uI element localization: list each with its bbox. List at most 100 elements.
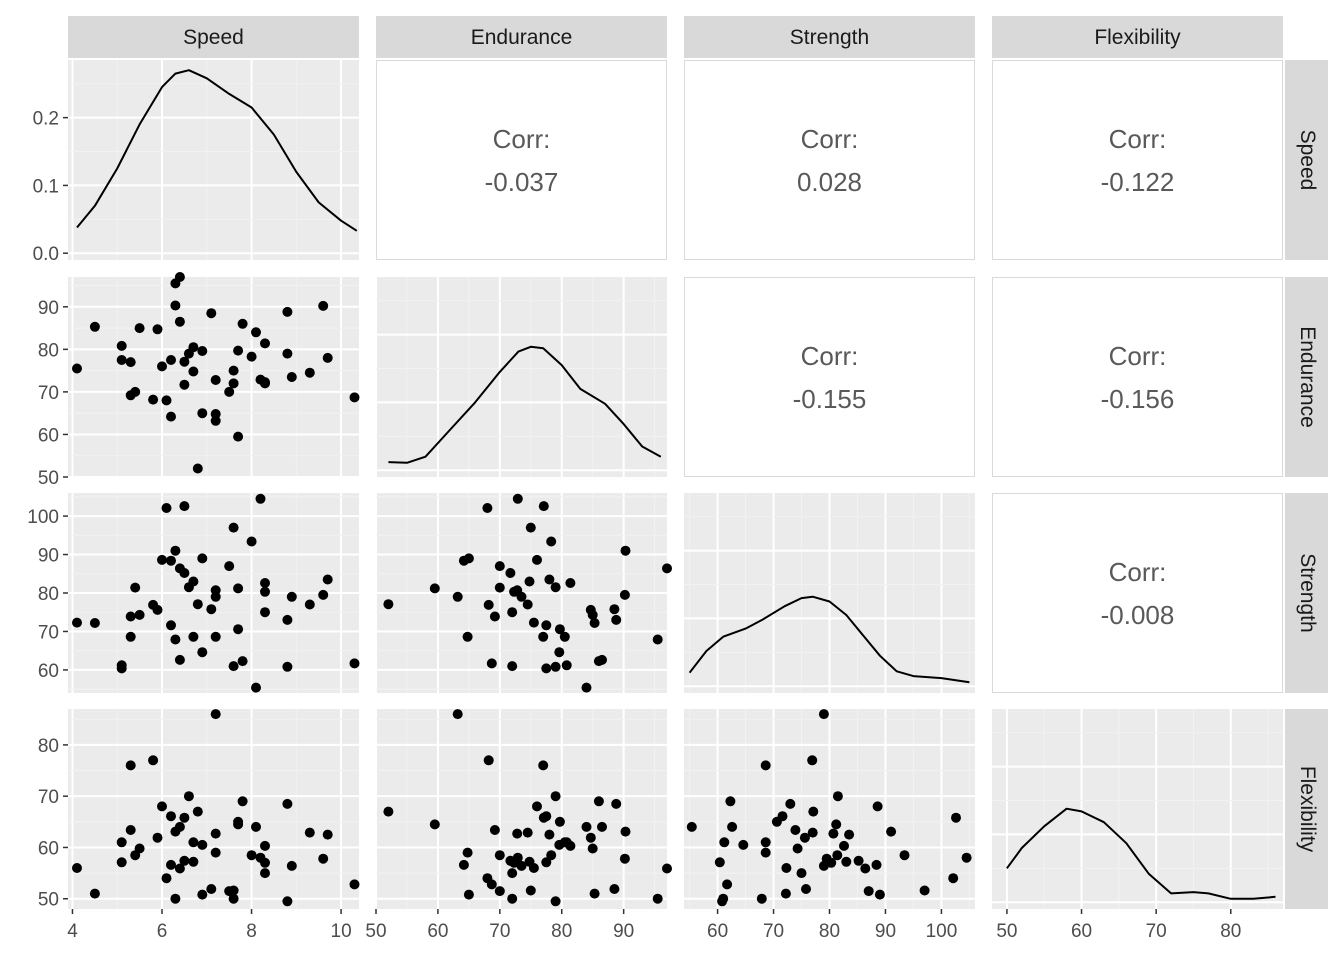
corr-panel-bg xyxy=(376,60,667,260)
data-point xyxy=(463,553,474,564)
data-point xyxy=(237,656,248,667)
data-point xyxy=(832,791,843,802)
data-point xyxy=(179,855,190,866)
data-point xyxy=(756,893,767,904)
x-tick-label: 80 xyxy=(1220,921,1241,942)
data-point xyxy=(116,857,127,868)
data-point xyxy=(233,583,244,594)
data-point xyxy=(554,647,565,658)
y-tick-label: 70 xyxy=(38,383,59,404)
data-point xyxy=(134,609,145,620)
data-point xyxy=(282,306,293,317)
data-point xyxy=(525,885,536,896)
y-tick-label: 50 xyxy=(38,468,59,489)
data-point xyxy=(796,868,807,879)
data-point xyxy=(792,843,803,854)
panel-flexibility-flexibility xyxy=(992,709,1283,909)
y-tick-label: 90 xyxy=(38,298,59,319)
data-point xyxy=(832,850,843,861)
data-point xyxy=(157,801,167,812)
data-point xyxy=(565,578,576,588)
data-point xyxy=(863,886,874,897)
data-point xyxy=(507,868,518,879)
data-point xyxy=(550,582,561,593)
data-point xyxy=(192,599,203,610)
data-point xyxy=(714,857,725,868)
data-point xyxy=(831,819,842,830)
strip-right-strength xyxy=(1285,493,1328,693)
scatter-panel-bg xyxy=(68,709,359,909)
data-point xyxy=(233,819,244,830)
data-point xyxy=(452,591,463,602)
data-point xyxy=(166,355,176,365)
data-point xyxy=(179,812,190,823)
data-point xyxy=(125,825,136,835)
data-point xyxy=(286,372,297,382)
data-point xyxy=(760,837,771,848)
data-point xyxy=(282,661,293,672)
data-point xyxy=(166,859,176,870)
data-point xyxy=(725,796,736,807)
corr-value: -0.122 xyxy=(1101,167,1175,197)
data-point xyxy=(844,829,855,840)
data-point xyxy=(260,607,270,618)
density-panel-bg xyxy=(376,277,667,477)
data-point xyxy=(507,607,518,618)
data-point xyxy=(585,604,596,615)
data-point xyxy=(260,377,270,388)
corr-label: Corr: xyxy=(1109,557,1167,587)
data-point xyxy=(538,501,549,512)
data-point xyxy=(260,586,270,597)
strip-row-label-endurance: Endurance xyxy=(1296,326,1319,428)
panel-endurance-strength: Corr: -0.155 xyxy=(684,277,975,477)
data-point xyxy=(318,589,329,600)
data-point xyxy=(210,828,221,839)
data-point xyxy=(72,617,82,628)
data-point xyxy=(507,661,518,672)
data-point xyxy=(170,634,181,645)
strip-top-speed xyxy=(68,16,359,58)
strip-row-label-strength: Strength xyxy=(1296,553,1319,632)
data-point xyxy=(246,351,257,362)
data-point xyxy=(260,578,270,588)
data-point xyxy=(318,853,329,864)
data-point xyxy=(429,819,440,830)
data-point xyxy=(554,816,565,827)
data-point xyxy=(524,576,535,587)
data-point xyxy=(597,821,607,832)
data-point xyxy=(593,796,604,807)
data-point xyxy=(489,825,500,835)
data-point xyxy=(961,852,972,863)
data-point xyxy=(255,493,266,504)
data-point xyxy=(286,860,297,871)
corr-label: Corr: xyxy=(801,124,859,154)
data-point xyxy=(148,394,159,405)
data-point xyxy=(516,591,527,602)
corr-panel-bg xyxy=(992,277,1283,477)
data-point xyxy=(554,624,565,635)
panel-flexibility-strength xyxy=(684,709,975,909)
data-point xyxy=(522,599,533,610)
data-point xyxy=(818,709,829,720)
data-point xyxy=(494,582,505,593)
data-point xyxy=(452,709,463,720)
corr-value: -0.037 xyxy=(485,167,559,197)
y-tick-label: 70 xyxy=(38,787,59,808)
data-point xyxy=(157,361,167,372)
data-point xyxy=(760,760,771,771)
data-point xyxy=(771,816,782,827)
data-point xyxy=(581,682,592,693)
data-point xyxy=(620,826,631,837)
data-point xyxy=(134,843,145,854)
data-point xyxy=(166,411,176,422)
data-point xyxy=(152,832,163,843)
data-point xyxy=(872,801,883,812)
y-tick-label: 60 xyxy=(38,838,59,859)
corr-panel-bg xyxy=(684,60,975,260)
data-point xyxy=(686,821,697,832)
panel-flexibility-speed xyxy=(68,709,360,909)
panel-endurance-speed xyxy=(68,272,360,478)
data-point xyxy=(483,599,494,610)
data-point xyxy=(662,563,672,574)
data-point xyxy=(839,840,849,851)
